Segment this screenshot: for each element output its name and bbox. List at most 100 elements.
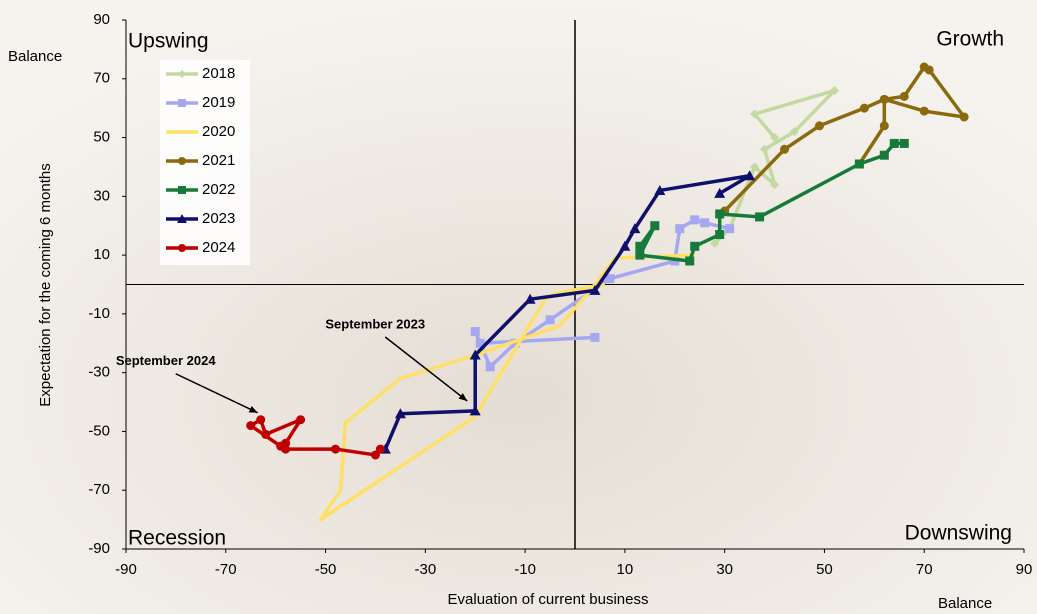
y-tick-label: -30 [88,364,110,381]
marker [177,214,187,223]
quadrant-label: Upswing [128,30,209,53]
marker [879,94,889,104]
y-tick-label: -10 [88,305,110,322]
quadrant-label: Growth [936,28,1004,51]
x-tick-label: 50 [816,561,833,578]
marker [635,250,645,260]
x-tick-label: 70 [916,561,933,578]
marker [700,218,710,228]
marker [331,444,341,454]
y-unit-label: Balance [8,48,62,65]
marker [261,429,271,439]
marker [178,70,186,78]
marker [470,327,480,337]
marker [246,421,256,431]
quadrant-label: Downswing [905,522,1012,545]
marker [178,157,186,165]
y-tick-label: 50 [93,129,110,146]
marker [469,349,481,360]
marker [524,293,536,304]
legend-label: 2021 [202,152,235,169]
marker [690,215,700,225]
arrow-head [248,406,258,413]
y-tick-label: -70 [88,481,110,498]
y-axis-label: Expectation for the coming 6 months [37,163,54,406]
x-tick-label: 30 [716,561,733,578]
annotation-arrow [384,336,468,402]
marker [178,99,186,107]
annotation-arrow [175,373,259,414]
marker [710,238,720,248]
x-axis-label: Evaluation of current business [448,591,649,608]
y-tick-label: -50 [88,422,110,439]
marker [725,224,735,234]
marker [829,86,839,96]
legend-label: 2019 [202,94,235,111]
x-tick-label: -70 [215,561,237,578]
marker [780,144,790,154]
annotation-label: September 2024 [116,353,216,368]
marker [619,240,631,251]
marker [919,106,929,116]
marker [375,444,385,454]
x-tick-label: -50 [315,561,337,578]
marker [790,127,800,137]
marker [889,138,899,148]
legend-label: 2023 [202,210,235,227]
marker [178,244,186,252]
x-unit-label: Balance [938,595,992,612]
y-tick-label: 30 [93,187,110,204]
x-tick-label: -90 [115,561,137,578]
y-tick-label: 90 [93,11,110,28]
x-tick-label: -10 [514,561,536,578]
marker [370,450,380,460]
marker [629,223,641,234]
marker [899,91,909,101]
x-tick-label: 90 [1016,561,1033,578]
marker [469,405,481,416]
marker [770,180,780,190]
series-line [248,417,382,457]
marker [670,256,680,266]
marker [854,159,864,169]
y-tick-label: 70 [93,70,110,87]
legend-label: 2020 [202,123,235,140]
y-tick-label: -90 [88,540,110,557]
series-line [318,253,695,522]
legend: 2018 2019 2020 2021 2022 2023 2024 [160,60,250,265]
marker [276,441,286,451]
marker [605,274,615,284]
x-tick-label: -30 [414,561,436,578]
marker [750,109,760,119]
marker [178,186,186,194]
marker [879,150,889,160]
marker [770,133,780,143]
marker [760,144,770,154]
marker [924,65,934,75]
marker [750,162,760,172]
marker [650,221,660,231]
marker [296,415,306,425]
annotation-label: September 2023 [325,316,425,331]
marker [654,184,666,195]
marker [715,209,725,219]
marker [744,170,756,181]
marker [394,408,406,419]
marker [859,103,869,113]
marker [485,362,495,372]
marker [685,256,695,266]
quadrant-label: Recession [128,527,226,550]
marker [879,121,889,131]
marker [675,224,685,234]
marker [475,338,485,348]
marker [545,315,555,325]
marker [814,121,824,131]
legend-label: 2022 [202,181,235,198]
legend-label: 2024 [202,239,235,256]
y-tick-label: 10 [93,246,110,263]
legend-label: 2018 [202,65,235,82]
marker [690,241,700,251]
marker [256,415,266,425]
